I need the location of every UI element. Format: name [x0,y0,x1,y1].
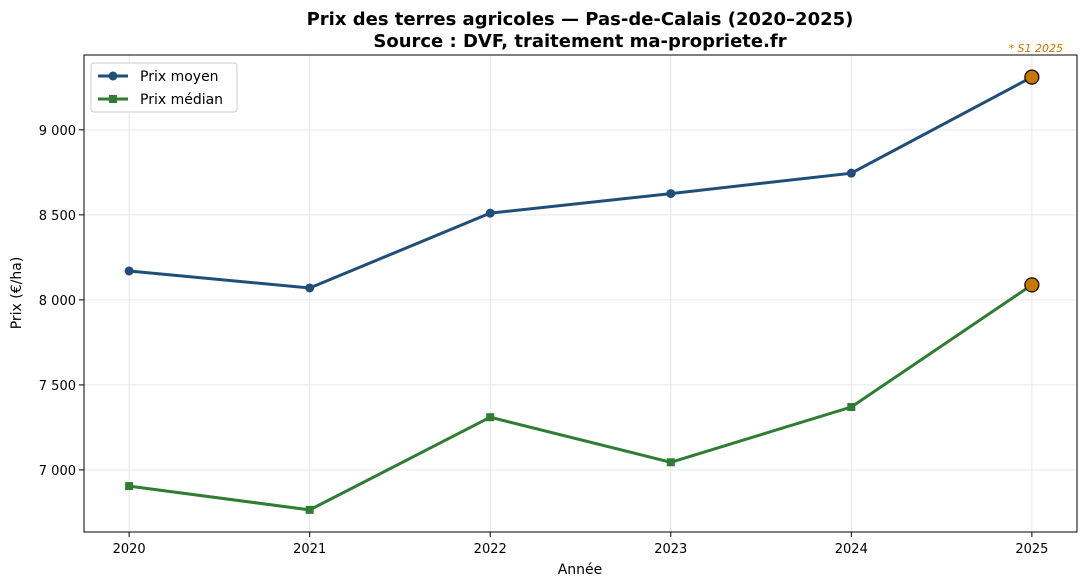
data-point [124,266,134,276]
chart-subtitle: Source : DVF, traitement ma-propriete.fr [373,31,786,52]
y-tick-label: 7 000 [39,464,76,479]
data-point [485,208,495,218]
x-tick-label: 2021 [293,542,326,557]
y-axis-label: Prix (€/ha) [9,257,25,330]
data-point [847,403,856,412]
x-tick-label: 2020 [113,542,146,557]
highlight-point [1024,69,1040,85]
data-point [486,413,495,422]
x-tick-label: 2022 [474,542,507,557]
y-tick-label: 8 000 [39,294,76,309]
data-point [666,189,676,199]
y-tick-label: 9 000 [39,124,76,139]
series-line-median [128,283,1033,512]
legend-marker [109,95,117,103]
plot-frame [83,54,1078,533]
data-point [125,482,134,491]
x-tick-label: 2024 [835,542,868,557]
x-axis-label: Année [558,562,603,578]
data-point [846,168,856,178]
legend-label: Prix médian [140,92,223,108]
data-point [666,458,675,467]
legend: Prix moyen Prix médian [90,62,238,113]
x-tick-label: 2023 [654,542,687,557]
data-point [305,283,315,293]
y-tick-label: 7 500 [39,379,76,394]
highlight-point [1024,277,1040,293]
annotation: * S1 2025 [1009,42,1063,55]
data-point [305,505,314,514]
legend-label: Prix moyen [140,69,219,85]
x-tick-label: 2025 [1015,542,1048,557]
series-line-moyen [128,75,1033,290]
chart-title: Prix des terres agricoles — Pas-de-Calai… [307,9,854,30]
y-tick-label: 8 500 [39,209,76,224]
legend-marker [108,71,118,81]
